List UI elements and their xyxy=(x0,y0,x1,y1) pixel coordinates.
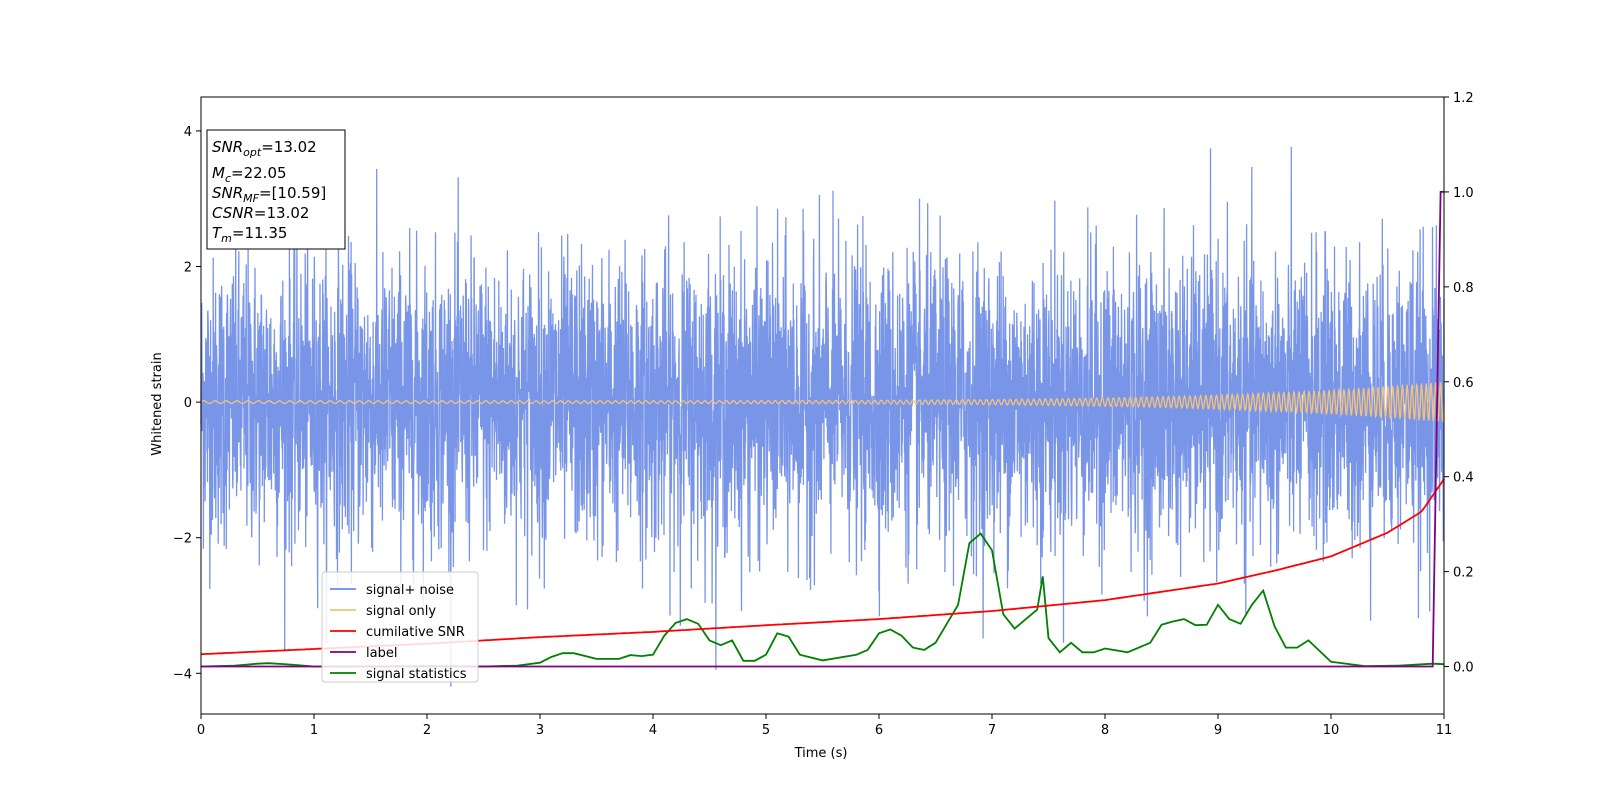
x-tick-label: 7 xyxy=(988,723,996,738)
y-left-tick-label: −2 xyxy=(173,532,192,547)
legend-text: cumilative SNR xyxy=(366,625,465,640)
series-signal-statistics xyxy=(200,532,1445,668)
info-line-csnr: CSNR=13.02 xyxy=(212,204,309,222)
y-left-tick-label: 4 xyxy=(184,125,192,140)
x-tick-label: 6 xyxy=(875,723,883,738)
series-label xyxy=(201,191,1444,668)
info-line-mc: Mc=22.05 xyxy=(212,164,287,185)
legend-signal-noise: signal+ noise xyxy=(330,583,454,598)
x-tick-label: 2 xyxy=(423,723,431,738)
y-left-tick-label: −4 xyxy=(173,667,192,682)
legend-signal-statistics: signal statistics xyxy=(330,667,467,682)
x-tick-label: 10 xyxy=(1323,723,1340,738)
x-tick-label: 8 xyxy=(1101,723,1109,738)
x-tick-label: 11 xyxy=(1436,723,1453,738)
legend-text: signal+ noise xyxy=(366,583,454,598)
legend-label: label xyxy=(330,646,397,661)
x-tick-label: 5 xyxy=(762,723,770,738)
y-axis-right-ticks: 0.0 0.2 0.4 0.6 0.8 1.0 1.2 xyxy=(1444,91,1474,676)
y-left-tick-label: 2 xyxy=(184,261,192,276)
legend-cumulative-snr: cumilative SNR xyxy=(330,625,465,640)
noise-trace xyxy=(200,146,1445,687)
x-axis-label: Time (s) xyxy=(794,746,848,761)
legend-signal-only: signal only xyxy=(330,604,436,619)
y-right-tick-label: 0.0 xyxy=(1453,661,1474,676)
legend: signal+ noise signal only cumilative SNR la… xyxy=(321,571,479,683)
info-line-snr-mf: SNRMF=[10.59] xyxy=(212,184,326,205)
series-signal-noise xyxy=(200,146,1445,687)
y-left-tick-label: 0 xyxy=(184,396,192,411)
plot-frame xyxy=(200,96,1445,715)
y-right-tick-label: 0.8 xyxy=(1453,281,1474,296)
x-tick-label: 9 xyxy=(1214,723,1222,738)
legend-text: signal statistics xyxy=(366,667,467,682)
y-right-tick-label: 0.4 xyxy=(1453,471,1474,486)
x-tick-label: 1 xyxy=(310,723,318,738)
y-axis-left-ticks: −4 −2 0 2 4 xyxy=(173,125,201,682)
x-tick-label: 4 xyxy=(649,723,657,738)
y-right-tick-label: 0.2 xyxy=(1453,566,1474,581)
x-axis-ticks: 0 1 2 3 4 5 6 7 8 9 10 11 xyxy=(197,714,1452,738)
y-right-tick-label: 1.0 xyxy=(1453,186,1474,201)
y-axis-label: Whitened strain xyxy=(150,352,165,455)
y-right-tick-label: 1.2 xyxy=(1453,91,1474,106)
legend-text: signal only xyxy=(366,604,436,619)
info-line-tm: Tm=11.35 xyxy=(212,224,287,245)
x-tick-label: 3 xyxy=(536,723,544,738)
y-right-tick-label: 0.6 xyxy=(1453,376,1474,391)
legend-text: label xyxy=(366,646,397,661)
series-signal-only xyxy=(200,382,1445,423)
info-line-snr-opt: SNRopt=13.02 xyxy=(212,138,317,159)
info-box: SNRopt=13.02 Mc=22.05 SNRMF=[10.59] CSNR… xyxy=(206,129,346,250)
x-tick-label: 0 xyxy=(197,723,205,738)
